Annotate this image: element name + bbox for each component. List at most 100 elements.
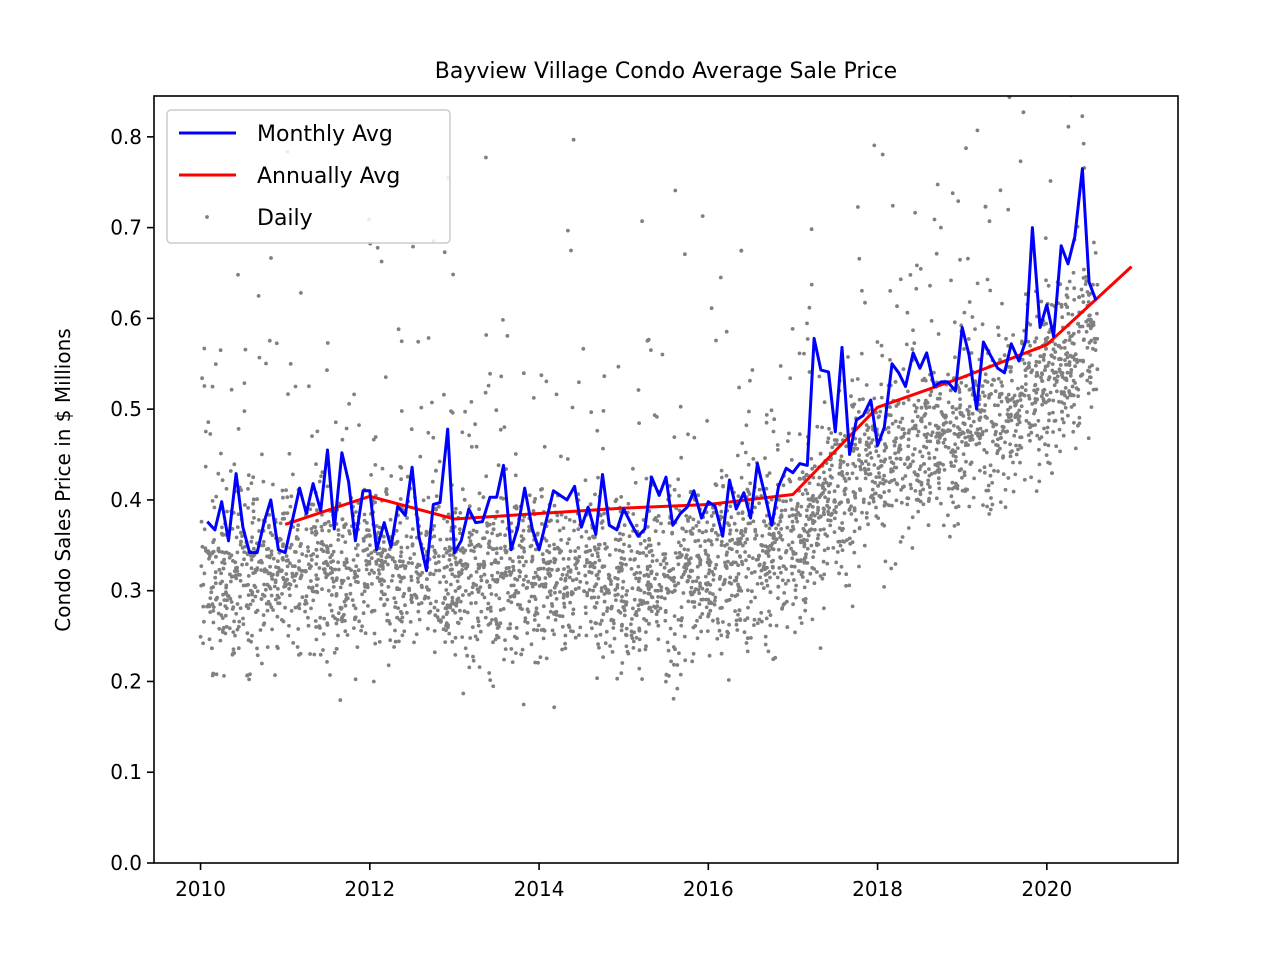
legend-label: Annually Avg <box>257 164 400 189</box>
daily-point <box>1053 350 1058 354</box>
daily-point <box>700 612 705 616</box>
daily-point <box>861 500 866 505</box>
daily-point <box>1053 342 1058 347</box>
daily-point <box>1059 346 1063 350</box>
daily-point <box>288 561 292 566</box>
daily-point <box>304 554 309 558</box>
daily-point <box>312 652 317 657</box>
daily-point <box>790 540 795 545</box>
daily-point <box>915 433 920 438</box>
daily-point <box>222 557 227 562</box>
daily-point <box>874 505 878 510</box>
daily-point <box>392 559 397 564</box>
daily-point <box>331 549 336 554</box>
daily-point <box>590 626 594 631</box>
daily-point <box>221 628 225 632</box>
daily-point <box>532 627 536 632</box>
daily-point <box>823 477 827 482</box>
daily-point <box>343 629 348 634</box>
daily-point <box>953 459 958 463</box>
daily-point <box>854 476 859 481</box>
daily-point <box>1077 295 1081 300</box>
daily-point <box>562 605 567 609</box>
daily-point <box>963 435 968 440</box>
daily-point <box>428 571 433 576</box>
daily-point <box>740 441 745 445</box>
daily-point <box>605 609 609 613</box>
daily-point <box>268 571 273 576</box>
daily-point <box>1066 124 1071 129</box>
daily-point <box>479 578 484 583</box>
daily-point <box>749 599 753 604</box>
daily-point <box>840 548 845 553</box>
daily-point <box>559 538 563 542</box>
daily-point <box>645 583 649 587</box>
daily-point <box>475 587 480 592</box>
daily-point <box>655 599 660 604</box>
daily-point <box>809 527 814 532</box>
daily-point <box>581 346 586 351</box>
daily-point <box>1030 423 1035 428</box>
daily-point <box>775 575 780 580</box>
daily-point <box>850 404 855 409</box>
daily-point <box>886 503 891 508</box>
daily-point <box>317 479 322 484</box>
daily-point <box>1030 402 1035 406</box>
daily-point <box>787 514 792 519</box>
daily-point <box>432 629 437 633</box>
daily-point <box>1080 114 1085 119</box>
daily-point <box>818 646 823 650</box>
daily-point <box>336 560 340 565</box>
daily-point <box>998 188 1003 193</box>
daily-point <box>421 498 426 503</box>
daily-point <box>356 568 361 573</box>
daily-point <box>1007 365 1011 369</box>
daily-point <box>340 534 345 539</box>
daily-point <box>1048 179 1053 183</box>
daily-point <box>808 571 813 576</box>
daily-point <box>966 409 971 414</box>
daily-point <box>883 500 887 505</box>
daily-point <box>432 534 437 539</box>
daily-point <box>1054 370 1059 375</box>
daily-point <box>602 564 607 569</box>
daily-point <box>933 423 938 428</box>
daily-point <box>676 581 681 586</box>
daily-point <box>583 573 588 578</box>
daily-point <box>366 528 371 533</box>
daily-point <box>399 339 404 344</box>
daily-point <box>927 496 931 501</box>
daily-point <box>790 519 795 524</box>
daily-point <box>830 445 835 450</box>
daily-point <box>273 597 278 602</box>
daily-point <box>1080 324 1085 329</box>
daily-point <box>393 628 397 633</box>
daily-point <box>442 392 446 397</box>
daily-point <box>941 440 946 445</box>
daily-point <box>433 613 438 618</box>
daily-point <box>210 499 215 503</box>
daily-point <box>540 522 544 526</box>
daily-point <box>761 586 766 590</box>
daily-point <box>239 488 244 492</box>
daily-point <box>842 539 847 544</box>
daily-point <box>751 519 756 524</box>
daily-point <box>821 510 826 515</box>
daily-point <box>267 513 272 517</box>
daily-point <box>364 563 369 567</box>
daily-point <box>666 648 671 653</box>
daily-point <box>482 561 486 566</box>
daily-point <box>735 453 740 458</box>
daily-point <box>880 522 885 527</box>
daily-point <box>1057 399 1061 404</box>
daily-point <box>330 570 335 575</box>
daily-point <box>221 592 226 597</box>
daily-point <box>924 445 929 450</box>
daily-point <box>822 572 827 577</box>
daily-point <box>704 589 709 593</box>
daily-point <box>498 427 503 432</box>
daily-point <box>315 540 320 545</box>
daily-point <box>797 533 802 538</box>
daily-point <box>732 521 737 526</box>
daily-point <box>721 582 726 587</box>
